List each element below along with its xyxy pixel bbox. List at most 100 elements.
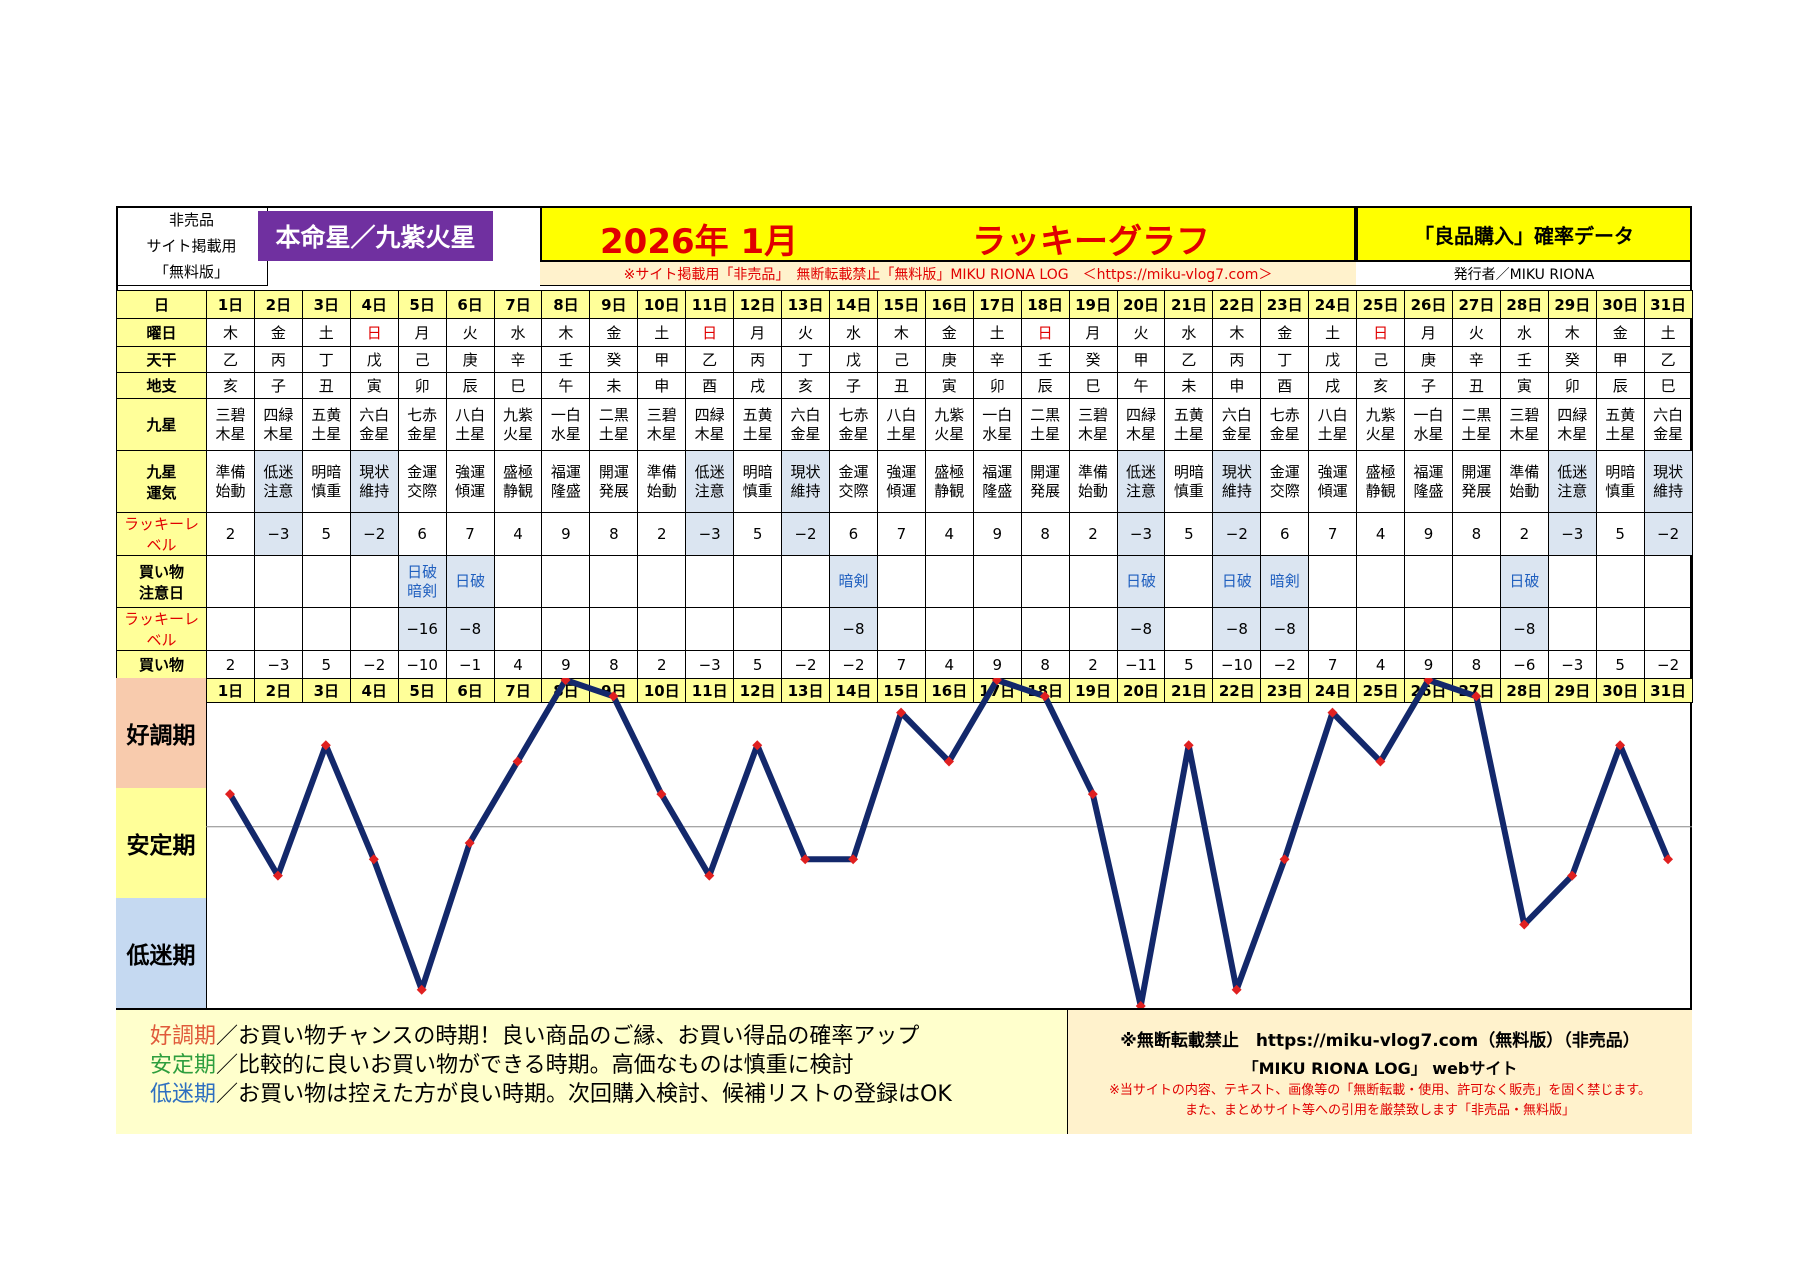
kyusei-row-cell: 九紫 火星 [924,398,974,451]
unki-row-cell: 現状 維持 [1643,450,1693,513]
legend-text-stable: ／比較的に良いお買い物ができる時期。高価なものは慎重に検討 [216,1053,854,1078]
weekday-row-cell: 火 [445,318,495,347]
day-footer-cell: 6日 [445,678,495,703]
caution-row-cell [1404,555,1453,608]
chishi-row-cell: 子 [253,372,303,399]
data-point [752,740,763,751]
unki-text: 強運 [886,462,917,481]
kyusei-text: 金星 [790,424,821,443]
caution-level-row-cell: −8 [1499,607,1549,651]
total-row-cell: 9 [1404,650,1453,679]
caution-level-row-cell [1020,607,1070,651]
weekday-row-cell: 日 [349,318,399,347]
chishi-row-cell: 亥 [781,372,830,399]
tenkan-row-cell: 辛 [1451,346,1501,373]
day-footer-cell: 15日 [876,678,926,703]
day-row-cell: 20日 [1116,290,1166,319]
kyusei-text: 四緑 [1557,405,1588,424]
weekday-row-cell: 土 [972,318,1022,347]
unki-text: 金運 [407,462,438,481]
copyright-line-1: ※無断転載禁止 https://miku-vlog7.com（無料版）（非売品） [1120,1031,1640,1051]
weekday-row-cell: 金 [589,318,639,347]
total-row-cell: 8 [1020,650,1070,679]
unki-row-cell: 強運 傾運 [876,450,926,513]
caution-level-row-cell [876,607,926,651]
kyusei-text: 五黄 [1173,405,1204,424]
kyusei-text: 五黄 [311,405,342,424]
day-footer-cell: 16日 [924,678,974,703]
kyusei-row-cell: 四緑 木星 [1116,398,1166,451]
kyusei-text: 七赤 [1269,405,1300,424]
tenkan-row-cell: 壬 [1020,346,1070,373]
total-row-cell: 7 [1308,650,1358,679]
day-footer-cell: 21日 [1164,678,1214,703]
unki-row-cell: 盛極 静観 [1356,450,1406,513]
data-title: 「良品購入」確率データ [1356,206,1692,262]
lucky-row-cell: 2 [1499,512,1549,556]
chishi-row-cell: 辰 [445,372,495,399]
day-row-cell: 14日 [828,290,878,319]
total-row-label: 買い物 [116,650,207,679]
total-row-cell: −10 [397,650,447,679]
kyusei-text: 木星 [1078,424,1109,443]
unki-text: 金運 [838,462,869,481]
day-row-cell: 21日 [1164,290,1214,319]
caution-level-row-cell [733,607,783,651]
caution-level-row-cell [972,607,1022,651]
kyusei-row: 九星 三碧 木星 四緑 木星 五黄 土星 六白 金星 七赤 金星 八白 土星 九紫 火星 一白 水星 二黒 土星 三碧… [116,398,1693,451]
kyusei-row-cell: 二黒 土星 [589,398,639,451]
kyusei-row-cell: 二黒 土星 [1020,398,1070,451]
unki-row-cell: 明暗 慎重 [733,450,783,513]
kyusei-row-cell: 一白 水星 [541,398,591,451]
day-footer-cell: 14日 [828,678,878,703]
unki-row-cell: 準備 始動 [1499,450,1549,513]
tenkan-row-label-text: 天干 [146,351,177,369]
total-row-cell: 4 [1356,650,1406,679]
data-point [944,756,954,767]
caution-level-row-cell [685,607,735,651]
caution-row-cell [1451,555,1501,608]
data-point [512,756,523,767]
tenkan-row-cell: 甲 [1116,346,1166,373]
unki-row-cell: 低迷 注意 [1116,450,1166,513]
caution-row-cell [685,555,735,608]
day-row-cell: 2日 [253,290,303,319]
title-banner: 2026年 1月 ラッキーグラフ [540,206,1356,262]
weekday-row-cell: 木 [541,318,591,347]
chishi-row-cell: 亥 [1356,372,1406,399]
tenkan-row-cell: 辛 [972,346,1022,373]
chishi-row-cell: 子 [828,372,878,399]
lucky-row-cell: −2 [349,512,399,556]
kyusei-row-cell: 三碧 木星 [637,398,687,451]
unki-row-cell: 盛極 静観 [924,450,974,513]
tenkan-row-cell: 癸 [1068,346,1118,373]
total-row-cell: 5 [1595,650,1645,679]
caution-row-cell [1068,555,1118,608]
tenkan-row-cell: 丙 [1212,346,1262,373]
caution-row-cell [1356,555,1406,608]
caution-level-row-cell: −8 [445,607,495,651]
lucky-row-cell: 4 [924,512,974,556]
lucky-row: ラッキーレベル 2 −3 5 −2 6 7 4 9 8 2 −3 5 −2 6 7 4 9 8 2 −3 5 −2 6 7 4 9 8… [116,512,1693,556]
unki-text: 福運 [550,462,581,481]
unki-text: 慎重 [311,481,342,500]
chishi-row-label: 地支 [116,372,207,399]
caution-row-cell [1164,555,1214,608]
kyusei-text: 二黒 [1030,405,1061,424]
unki-text: 開運 [1461,462,1492,481]
publisher-text: 発行者／MIKU RIONA [1356,262,1692,286]
kyusei-row-cell: 七赤 金星 [828,398,878,451]
day-footer-cell: 5日 [397,678,447,703]
weekday-row-cell: 木 [876,318,926,347]
data-point [368,854,379,865]
graph-title: ラッキーグラフ [972,222,1210,262]
weekday-row-cell: 金 [924,318,974,347]
chishi-row-cell: 寅 [924,372,974,399]
unki-text: 低迷 [1125,462,1156,481]
kyusei-row-label-text: 九星 [146,416,177,434]
unki-text: 慎重 [742,481,773,500]
kyusei-text: 二黒 [598,405,629,424]
unki-row-cell: 福運 隆盛 [972,450,1022,513]
caution-level-row-label-text: ラッキーレベル [123,610,199,649]
unki-text: 準備 [646,462,677,481]
